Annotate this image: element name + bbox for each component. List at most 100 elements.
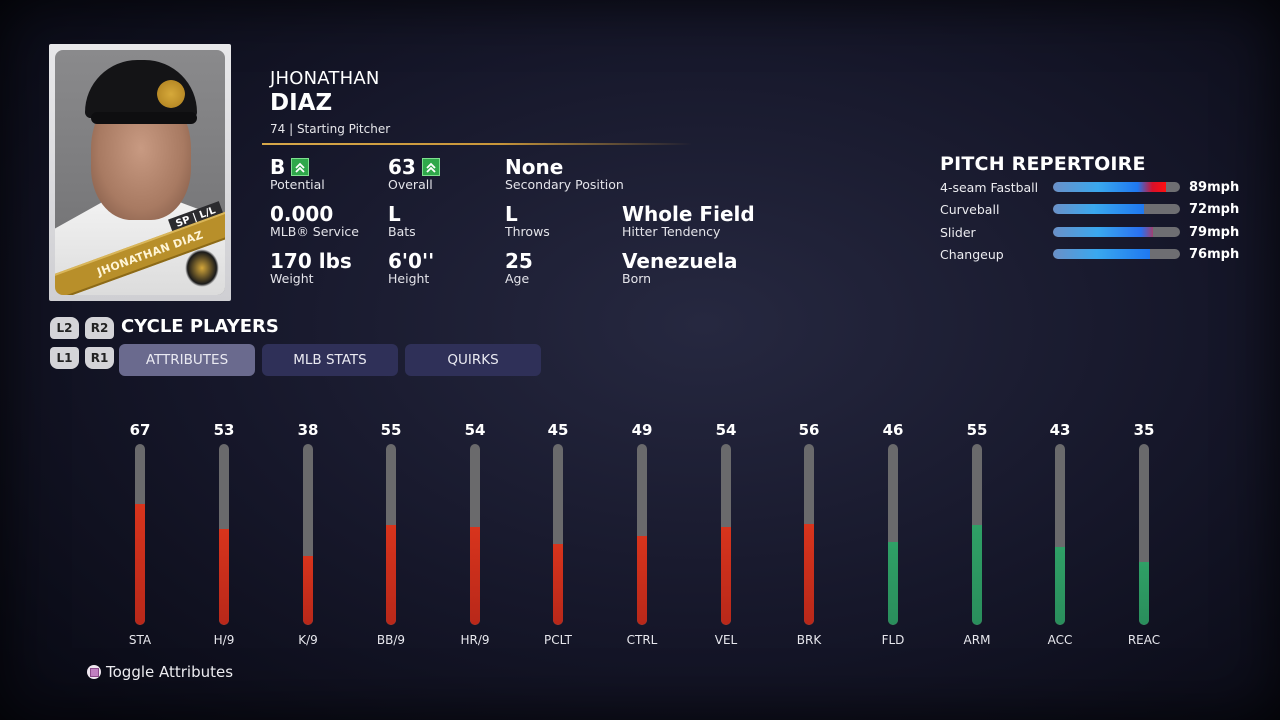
- attribute-fill: [470, 527, 480, 625]
- attribute-track: [721, 444, 731, 625]
- attribute-value: 55: [380, 421, 402, 439]
- stat-age: 25 Age: [505, 250, 533, 286]
- player-card: SP | L/L JHONATHAN DIAZ: [49, 44, 231, 301]
- r2-button[interactable]: R2: [85, 317, 114, 339]
- pitch-speed-bar: [1053, 204, 1180, 214]
- pitch-speed-bar: [1053, 249, 1180, 259]
- attribute-bar-brk: 56 BRK: [779, 420, 839, 647]
- attribute-track: [303, 444, 313, 625]
- attribute-fill: [1055, 547, 1065, 625]
- pitch-speed: 72mph: [1189, 201, 1240, 217]
- weight-label: Weight: [270, 271, 314, 286]
- attribute-label: VEL: [714, 633, 738, 647]
- player-last-name: DIAZ: [270, 90, 333, 116]
- attribute-fill: [135, 503, 145, 625]
- l1-button[interactable]: L1: [50, 347, 79, 369]
- bats-label: Bats: [388, 224, 416, 239]
- attribute-label: CTRL: [626, 633, 658, 647]
- tab-mlb-stats[interactable]: MLB STATS: [262, 344, 398, 376]
- team-logo-icon: [157, 80, 185, 108]
- attribute-bar-fld: 46 FLD: [863, 420, 923, 647]
- attribute-fill: [386, 525, 396, 625]
- attribute-value: 53: [213, 421, 235, 439]
- l2-button[interactable]: L2: [50, 317, 79, 339]
- stat-bats: L Bats: [388, 203, 416, 239]
- tab-attributes[interactable]: ATTRIBUTES: [119, 344, 255, 376]
- r1-button[interactable]: R1: [85, 347, 114, 369]
- attribute-value: 45: [547, 421, 569, 439]
- attribute-value: 54: [715, 421, 737, 439]
- mlb-service-label: MLB® Service: [270, 224, 359, 239]
- attribute-label: ACC: [1047, 633, 1073, 647]
- pitch-speed-fill: [1053, 182, 1167, 192]
- pitch-speed-fill: [1053, 204, 1145, 214]
- toggle-attributes-label: Toggle Attributes: [106, 663, 234, 681]
- team-mascot-icon: [185, 249, 219, 287]
- pitch-row: 4-seam Fastball 89mph: [940, 179, 1240, 195]
- born-label: Born: [622, 271, 652, 286]
- stat-mlb-service: 0.000 MLB® Service: [270, 203, 359, 239]
- attribute-fill: [804, 523, 814, 625]
- pitch-speed-bar: [1053, 182, 1180, 192]
- stat-potential: B Potential: [270, 156, 325, 192]
- attribute-bar-acc: 43 ACC: [1030, 420, 1090, 647]
- attribute-label: PCLT: [544, 633, 572, 647]
- bats-value: L: [388, 202, 401, 226]
- hitter-tendency-label: Hitter Tendency: [622, 224, 721, 239]
- pitch-speed-fill: [1053, 249, 1150, 259]
- overall-label: Overall: [388, 177, 433, 192]
- attribute-bar-h9: 53 H/9: [194, 420, 254, 647]
- attribute-track: [470, 444, 480, 625]
- divider: [262, 143, 692, 145]
- attribute-label: REAC: [1127, 633, 1161, 647]
- double-chevron-up-icon: [291, 158, 310, 176]
- tab-quirks[interactable]: QUIRKS: [405, 344, 541, 376]
- attribute-bar-ctrl: 49 CTRL: [612, 420, 672, 647]
- attribute-fill: [721, 527, 731, 625]
- attribute-track: [553, 444, 563, 625]
- cap: [85, 60, 197, 124]
- attribute-fill: [303, 556, 313, 625]
- attribute-label: ARM: [963, 633, 991, 647]
- mlb-service-value: 0.000: [270, 202, 334, 226]
- attribute-bar-sta: 67 STA: [110, 420, 170, 647]
- stat-throws: L Throws: [505, 203, 550, 239]
- attribute-bar-bb9: 55 BB/9: [361, 420, 421, 647]
- attribute-fill: [1139, 561, 1149, 625]
- overall-value: 63: [388, 155, 416, 179]
- attribute-value: 54: [464, 421, 486, 439]
- height-value: 6'0'': [388, 249, 435, 273]
- attribute-label: K/9: [298, 633, 318, 647]
- stat-height: 6'0'' Height: [388, 250, 434, 286]
- attribute-track: [135, 444, 145, 625]
- attribute-value: 55: [966, 421, 988, 439]
- pitch-speed: 79mph: [1189, 224, 1240, 240]
- attribute-value: 67: [129, 421, 151, 439]
- square-button-icon: [87, 665, 101, 679]
- age-value: 25: [505, 249, 533, 273]
- attribute-value: 49: [631, 421, 653, 439]
- secondary-position-value: None: [505, 155, 564, 179]
- attribute-bar-pclt: 45 PCLT: [528, 420, 588, 647]
- attribute-label: HR/9: [460, 633, 490, 647]
- pitch-speed-fill: [1053, 227, 1154, 237]
- stat-born: Venezuela Born: [622, 250, 738, 286]
- player-first-name: JHONATHAN: [270, 68, 380, 89]
- attribute-value: 35: [1133, 421, 1155, 439]
- attribute-bar-vel: 54 VEL: [696, 420, 756, 647]
- stat-hitter-tendency: Whole Field Hitter Tendency: [622, 203, 755, 239]
- stat-secondary-position: None Secondary Position: [505, 156, 624, 192]
- hitter-tendency-value: Whole Field: [622, 202, 755, 226]
- attribute-fill: [637, 536, 647, 625]
- toggle-attributes-button[interactable]: Toggle Attributes: [87, 663, 233, 681]
- player-portrait: SP | L/L JHONATHAN DIAZ: [55, 50, 225, 295]
- pitch-name: Changeup: [940, 246, 1004, 262]
- potential-label: Potential: [270, 177, 325, 192]
- attribute-value: 56: [798, 421, 820, 439]
- attribute-label: H/9: [213, 633, 235, 647]
- pitch-name: Slider: [940, 224, 976, 240]
- attribute-bar-reac: 35 REAC: [1114, 420, 1174, 647]
- attribute-value: 43: [1049, 421, 1071, 439]
- attribute-value: 38: [297, 421, 319, 439]
- secondary-position-label: Secondary Position: [505, 177, 624, 192]
